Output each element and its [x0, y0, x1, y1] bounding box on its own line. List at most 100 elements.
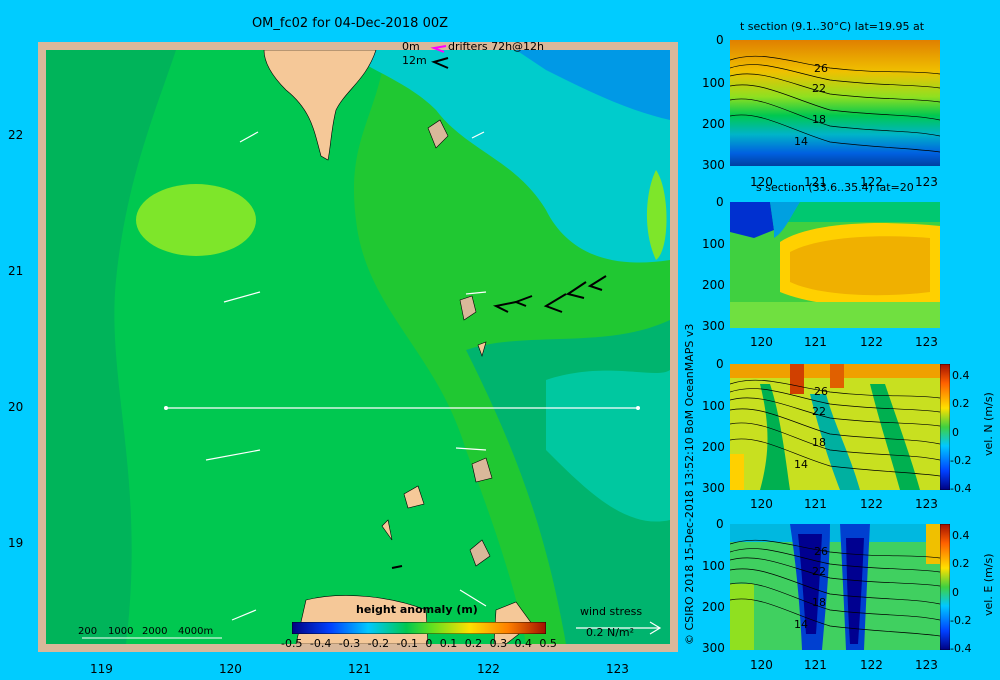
drifter-legend-icons: [430, 45, 449, 69]
vn-contour-14: 14: [794, 458, 808, 471]
s-ytick: 300: [702, 319, 725, 333]
ve-contour-22: 22: [812, 565, 826, 578]
vn-ytick: 100: [702, 399, 725, 413]
land-island-3: [477, 341, 487, 357]
s-xtick: 122: [860, 335, 883, 349]
t-section-contours: [730, 55, 940, 153]
colorbar: [292, 622, 546, 634]
vel-n-label: vel. N (m/s): [982, 392, 995, 456]
drifter-track: [492, 301, 517, 313]
drifter-legend-0m: 0m: [402, 40, 420, 53]
vn-cbar-tick: 0: [952, 426, 959, 439]
ve-xtick: 121: [804, 658, 827, 672]
vel-n-colorbar: [940, 364, 950, 490]
s-ytick: 0: [716, 195, 724, 209]
vn-contour-22: 22: [812, 405, 826, 418]
ve-contour-18: 18: [812, 596, 826, 609]
cbar-tick: 0.3: [489, 637, 508, 650]
current-arrow: [455, 447, 487, 451]
depth-legend-4000: 4000m: [178, 626, 214, 637]
t-xtick: 122: [860, 175, 883, 189]
vn-xtick: 121: [804, 497, 827, 511]
cbar-tick: -0.5: [281, 637, 303, 650]
wind-stress-label: wind stress: [580, 605, 643, 618]
map-field-svg: [46, 50, 670, 644]
s-xtick: 121: [804, 335, 827, 349]
cbar-tick: -0.4: [309, 637, 332, 650]
drifter-track: [391, 565, 403, 569]
colorbar-ticks: -0.5 -0.4 -0.3 -0.2 -0.1 0 0.1 0.2 0.3 0…: [281, 637, 557, 650]
vel-e-plot: [730, 524, 940, 650]
vel-e-contours: [730, 539, 940, 637]
vn-ytick: 0: [716, 357, 724, 371]
t-ytick: 0: [716, 33, 724, 47]
ve-contour-26: 26: [814, 545, 828, 558]
cbar-tick: -0.2: [367, 637, 390, 650]
ve-xtick: 123: [915, 658, 938, 672]
land-island-2: [459, 295, 477, 321]
t-section-plot: [730, 40, 940, 166]
drifter-track: [565, 281, 587, 299]
drifter-legend-12m: 12m: [402, 54, 427, 67]
map-field-blue: [516, 50, 670, 120]
current-arrow: [471, 131, 485, 139]
drifter-track: [587, 275, 607, 291]
drifter-track: [543, 293, 567, 313]
wind-stress-value: 0.2 N/m²: [586, 626, 635, 639]
ve-cbar-tick: 0.4: [952, 529, 970, 542]
depth-legend-2000: 2000: [142, 626, 168, 637]
map-field-far-west: [46, 50, 176, 644]
vn-contour-18: 18: [812, 436, 826, 449]
ve-xtick: 120: [750, 658, 773, 672]
vel-e-field: [730, 524, 940, 650]
current-arrow: [239, 131, 259, 143]
cbar-tick: 0.5: [539, 637, 557, 650]
vn-ytick: 200: [702, 440, 725, 454]
t-ytick: 200: [702, 117, 725, 131]
current-arrow: [223, 291, 261, 303]
section-line-start: [164, 406, 168, 410]
xtick-120: 120: [219, 662, 242, 676]
cbar-tick: 0.2: [464, 637, 483, 650]
ve-cbar-tick: 0: [952, 586, 959, 599]
vn-xtick: 122: [860, 497, 883, 511]
t-section-field: [730, 40, 940, 166]
t-section-title: t section (9.1..30°C) lat=19.95 at: [740, 20, 925, 33]
section-line-end: [636, 406, 640, 410]
ytick-19: 19: [8, 536, 24, 550]
s-ytick: 100: [702, 237, 725, 251]
ve-cbar-tick: -0.4: [950, 642, 972, 655]
vn-ytick: 300: [702, 481, 725, 495]
t-ytick: 100: [702, 76, 725, 90]
ve-ytick: 100: [702, 559, 725, 573]
ve-cbar-tick: -0.2: [950, 614, 972, 627]
map-field-high-patch: [136, 184, 256, 256]
vel-n-plot: [730, 364, 940, 490]
ve-ytick: 0: [716, 517, 724, 531]
vel-e-label: vel. E (m/s): [982, 553, 995, 616]
t-contour-22: 22: [812, 82, 826, 95]
depth-legend-200: 200: [78, 626, 98, 637]
land-island-1: [427, 119, 449, 149]
map-title: OM_fc02 for 04-Dec-2018 00Z: [251, 16, 449, 31]
current-arrow: [459, 589, 487, 607]
xtick-122: 122: [477, 662, 500, 676]
t-xtick: 123: [915, 175, 938, 189]
vn-cbar-tick: -0.4: [950, 482, 972, 495]
vel-n-contours: [730, 379, 940, 477]
t-ytick: 300: [702, 158, 725, 172]
map-field-cyan: [346, 50, 670, 263]
s-xtick: 123: [915, 335, 938, 349]
drifter-0m-icon: [430, 45, 447, 53]
vn-cbar-tick: -0.2: [950, 454, 972, 467]
ytick-20: 20: [8, 400, 24, 414]
depth-legend-1000: 1000: [108, 626, 134, 637]
ytick-22: 22: [8, 128, 24, 142]
map-plot-area: [46, 50, 670, 644]
drifter-track: [513, 295, 533, 307]
land-taiwan: [263, 50, 377, 161]
cbar-tick: 0.4: [514, 637, 533, 650]
t-xtick: 120: [750, 175, 773, 189]
vn-xtick: 123: [915, 497, 938, 511]
t-contour-14: 14: [794, 135, 808, 148]
